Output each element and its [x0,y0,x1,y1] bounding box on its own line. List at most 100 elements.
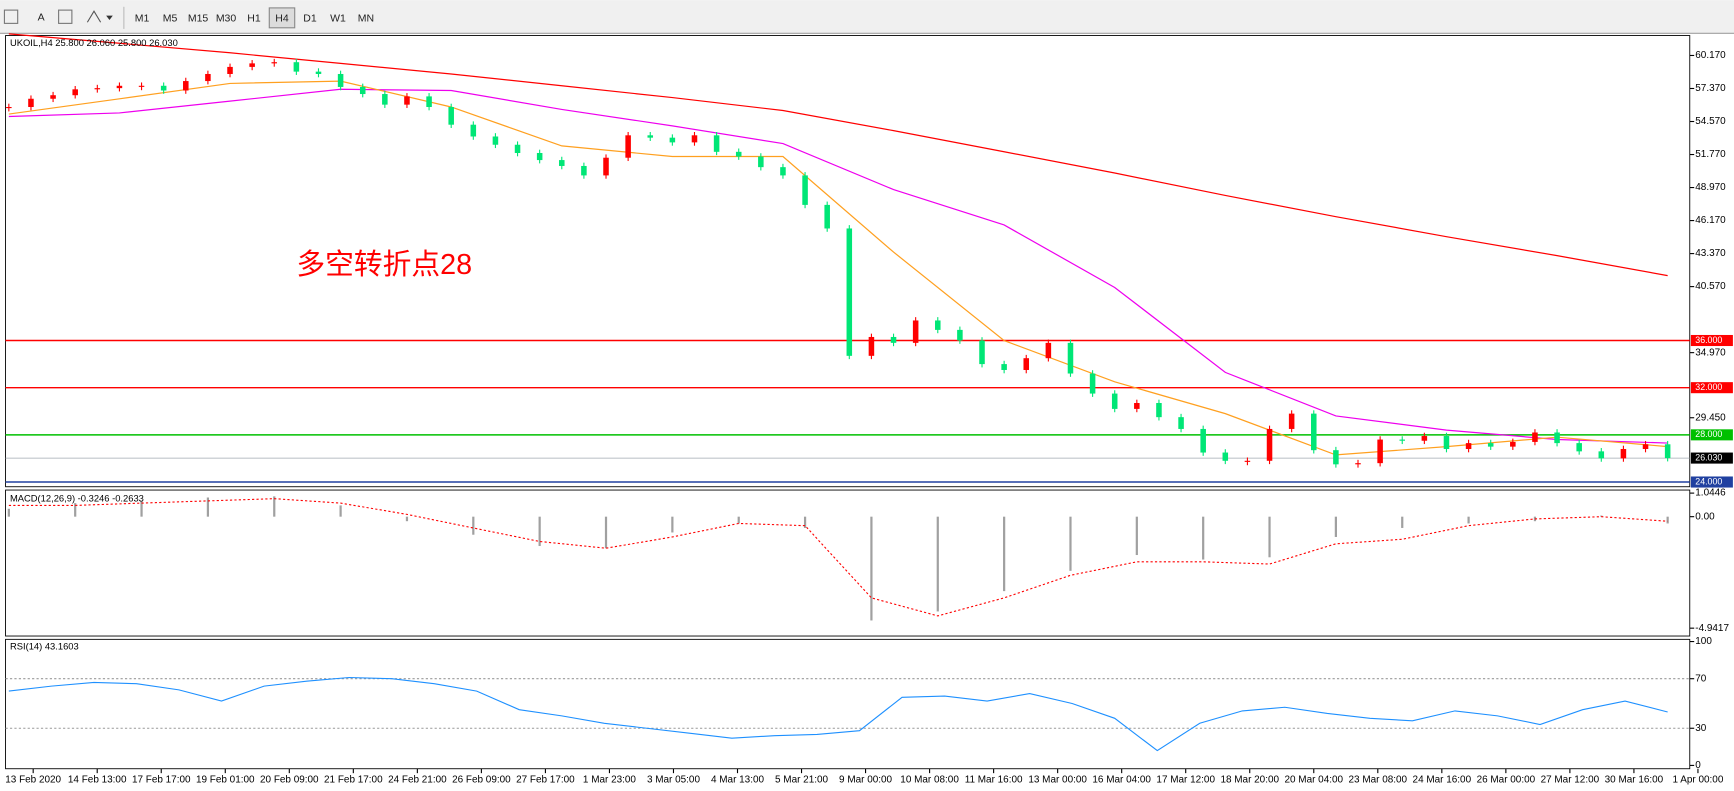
level-label: 28.000 [1695,429,1722,439]
candle [647,135,654,138]
candle [890,336,897,343]
candle [1156,403,1162,418]
x-tick-label: 1 Mar 23:00 [583,774,637,785]
x-tick-label: 26 Feb 09:00 [452,774,511,785]
candle [603,157,609,176]
candle [1288,413,1295,429]
macd-bar [1135,516,1138,556]
candle [1598,451,1605,459]
macd-bar [1202,516,1205,560]
timeframe-button[interactable] [185,7,211,28]
rsi-chart: 100 70 30 0 [5,636,1712,771]
price-title: UKOIL,H4 25.800 26.060 25.800 26.030 [10,37,178,48]
x-tick-label: 3 Mar 05:00 [647,774,701,785]
candle [514,144,521,153]
candle [1023,358,1030,370]
y-tick-label: 30 [1695,723,1707,734]
y-tick-label: 43.370 [1695,248,1726,259]
level-label: 32.000 [1695,382,1722,392]
y-tick-label: 54.570 [1695,116,1726,127]
y-tick-label: 60.170 [1695,50,1726,61]
icon-arrows[interactable] [86,10,102,23]
candle [1200,428,1206,453]
y-tick-label: 0.00 [1695,511,1715,522]
timeframe-button[interactable] [213,7,239,28]
x-tick-label: 1 Apr 00:00 [1673,774,1724,785]
timeframe-label[interactable]: H1 [247,13,261,25]
candle [1510,441,1516,447]
moving-average [8,33,1668,277]
timeframe-label[interactable]: D1 [303,13,317,25]
y-tick-label: 29.450 [1695,412,1726,423]
timeframe-label[interactable]: W1 [330,13,346,25]
candle [691,135,698,143]
candle [293,62,300,72]
x-tick-label: 21 Feb 17:00 [324,774,383,785]
candle [28,98,34,108]
candle [359,86,366,95]
y-tick-label: 57.370 [1695,83,1726,94]
timeframe-label[interactable]: M1 [135,13,150,25]
rsi-line [8,676,1668,752]
timeframe-label[interactable]: H4 [275,13,289,25]
x-tick-label: 13 Mar 00:00 [1028,774,1087,785]
candle [1532,432,1538,442]
x-tick-label: 10 Mar 08:00 [900,774,959,785]
candle [802,175,808,205]
candle [868,336,875,356]
candle [1487,443,1494,447]
x-tick-label: 11 Mar 16:00 [965,774,1023,785]
macd-bar [206,497,210,517]
rsi-panel [5,638,1691,770]
x-tick-label: 4 Mar 13:00 [711,774,765,785]
timeframe-button[interactable] [325,7,351,28]
candle [735,151,742,157]
timeframe-button[interactable] [353,7,379,28]
candle [426,96,432,108]
candle [337,73,344,87]
icon-text[interactable]: A [38,12,45,24]
candle [492,136,499,145]
candle [957,329,963,341]
timeframe-bar: M1 M5 M15 M30 H1 H4 D1 W1 MN [129,7,379,29]
candle [1134,403,1140,409]
candle [1554,432,1560,444]
macd-bar [339,505,342,517]
candle [470,124,477,137]
candle [846,228,853,356]
timeframe-label[interactable]: M5 [163,13,178,25]
x-tick-label: 23 Mar 08:00 [1349,774,1408,785]
y-tick-label: 100 [1695,636,1712,647]
timeframe-button[interactable] [241,7,267,28]
icon-dropdown[interactable] [106,15,113,21]
macd-bar [1467,516,1470,524]
timeframe-button[interactable] [157,7,183,28]
candle [1465,443,1472,449]
candle [1067,342,1074,374]
candle [1421,436,1428,441]
x-tick-label: 5 Mar 21:00 [775,774,829,785]
candle [935,320,941,330]
candle [315,71,322,74]
icon-crosshair[interactable] [3,9,19,24]
x-tick-label: 26 Mar 00:00 [1477,774,1536,785]
candle [1266,428,1273,461]
timeframe-label[interactable]: MN [358,13,374,25]
current-price-tag [1690,452,1733,464]
y-tick-label: 40.570 [1695,281,1726,292]
timeframe-label[interactable]: M15 [188,13,209,25]
price-chart: 60.170 57.370 54.570 51.770 48.970 46.170 43.3… [5,33,1733,785]
level-tag [1690,334,1733,347]
y-tick-label: 46.170 [1695,215,1726,226]
y-tick-label: -4.9417 [1695,623,1729,634]
timeframe-button[interactable] [129,7,155,28]
macd-title: MACD(12,26,9) -0.3246 -0.2633 [10,492,144,503]
candle [1111,393,1118,409]
timeframe-button[interactable] [268,7,296,29]
icon-label[interactable] [58,9,73,24]
candle [1664,444,1671,459]
timeframe-button[interactable] [297,7,323,28]
candle [912,320,919,343]
timeframe-label[interactable]: M30 [216,13,237,25]
